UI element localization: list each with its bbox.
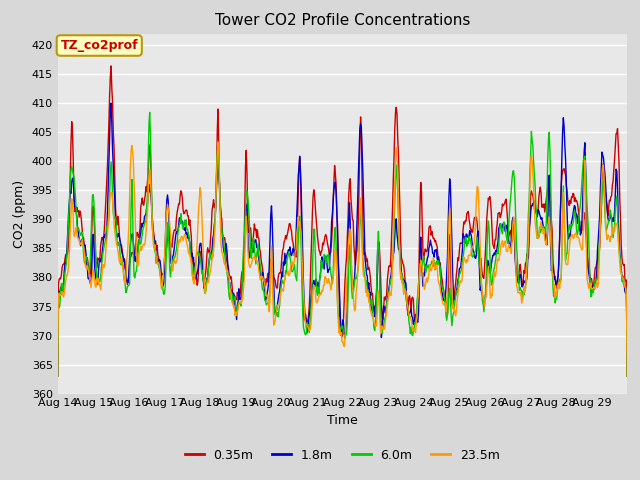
X-axis label: Time: Time — [327, 414, 358, 427]
Legend: 0.35m, 1.8m, 6.0m, 23.5m: 0.35m, 1.8m, 6.0m, 23.5m — [180, 444, 505, 467]
Text: TZ_co2prof: TZ_co2prof — [60, 39, 138, 52]
Title: Tower CO2 Profile Concentrations: Tower CO2 Profile Concentrations — [214, 13, 470, 28]
Y-axis label: CO2 (ppm): CO2 (ppm) — [13, 180, 26, 248]
